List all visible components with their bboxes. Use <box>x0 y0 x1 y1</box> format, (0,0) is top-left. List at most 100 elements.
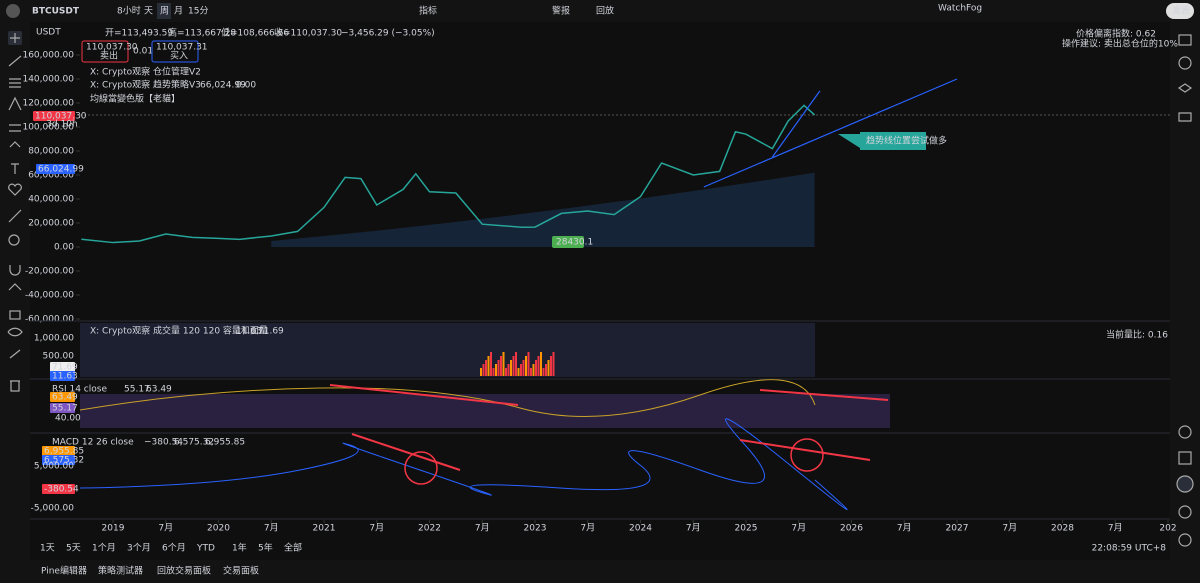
price-line <box>81 104 816 244</box>
volume-bar-decor <box>540 352 542 376</box>
macd-line-decor <box>79 418 848 511</box>
alert-button[interactable]: 警报 <box>552 5 570 17</box>
volume-badge-bg <box>50 362 75 372</box>
volume-bar-decor <box>497 360 500 376</box>
sell-label: 卖出 <box>100 50 118 62</box>
volume-bar-decor <box>527 352 530 376</box>
range-button[interactable]: YTD <box>196 544 215 554</box>
volume-bar-decor <box>525 356 527 376</box>
time-tick-label: 7月 <box>1108 523 1123 534</box>
time-tick-label: 7月 <box>686 523 701 534</box>
range-button[interactable]: 1天 <box>40 544 55 554</box>
panel-tab[interactable]: Pine编辑器 <box>41 565 87 577</box>
range-button[interactable]: 全部 <box>284 542 302 554</box>
sell-price: 110,037.30 <box>86 43 138 53</box>
volume-bar-decor <box>547 360 550 376</box>
time-tick-label: 2028 <box>1051 524 1074 534</box>
volume-bar-decor <box>487 356 490 376</box>
last-price-badge-bg <box>33 111 75 121</box>
legend-value: 0.00 <box>236 81 256 91</box>
legend-value: 66,024.99 <box>200 81 246 91</box>
macd-badge-bg <box>42 455 75 465</box>
price-tick-label: 100,000.00 <box>22 123 74 133</box>
panel-tab[interactable]: 策略测试器 <box>98 565 143 577</box>
volume-bar-decor <box>522 360 525 376</box>
range-button[interactable]: 1年 <box>232 542 247 554</box>
interval[interactable]: 天 <box>144 7 153 17</box>
rsi-badge: 55.17 <box>52 404 78 414</box>
rsi-v2: 63.49 <box>146 385 172 395</box>
arrow <box>351 433 871 471</box>
symbol[interactable]: BTCUSDT <box>32 7 80 17</box>
interval-selected <box>157 3 171 19</box>
range-button[interactable]: 1个月 <box>92 543 116 554</box>
price-tick-label: 60,000.00 <box>28 171 74 181</box>
range-button[interactable]: 5年 <box>258 542 273 554</box>
time-tick-label: 7月 <box>1002 523 1017 534</box>
volume-bar-decor <box>537 356 540 376</box>
user-name[interactable]: WatchFog <box>938 4 982 14</box>
price-tick-label: -20,000.00 <box>25 267 74 277</box>
quote-low: 低=108,666.66 <box>221 27 289 39</box>
quote-close: 收=110,037.30 <box>274 27 342 39</box>
trendline <box>703 78 958 188</box>
volume-bar-decor <box>492 368 495 376</box>
macd-v2: 6,575.32 <box>174 438 214 448</box>
low-label: 28430.1 <box>556 238 593 248</box>
volume-bar-decor <box>535 360 537 376</box>
time-tick-label: 2027 <box>946 524 969 534</box>
indicator-legend: X: Crypto观察 仓位管理V2 <box>90 66 201 78</box>
range-button[interactable]: 5天 <box>66 544 81 554</box>
spread: 0.01 <box>133 47 153 57</box>
price-tick-label: 80,000.00 <box>28 147 74 157</box>
price-tick-label: 160,000.00 <box>22 51 74 61</box>
currency: USDT <box>36 28 61 38</box>
time-tick-label: 7月 <box>158 523 173 534</box>
sidebar-icons <box>1176 34 1194 547</box>
time-tick-label: 2026 <box>840 524 863 534</box>
ma-badge-bg <box>36 164 75 174</box>
arrow <box>329 384 889 406</box>
time-tick-label: 2019 <box>102 524 125 534</box>
range-button[interactable]: 6个月 <box>162 543 186 554</box>
volume-badge-bg <box>50 371 75 381</box>
panel-tab[interactable]: 回放交易面板 <box>157 565 211 577</box>
volume-bar-decor <box>495 364 497 376</box>
interval[interactable]: 月 <box>174 6 183 17</box>
volume-tick: 500.00 <box>43 352 75 362</box>
volume-tick: 1,000.00 <box>34 334 74 344</box>
time-tick-label: 7月 <box>580 523 595 534</box>
volume-bar-decor <box>552 352 555 376</box>
range-button[interactable]: 3个月 <box>127 543 151 554</box>
panel-tab[interactable]: 交易面板 <box>223 565 259 577</box>
volume-bar-decor <box>530 368 532 376</box>
volume-bar-decor <box>490 352 492 376</box>
price-tick-label: -40,000.00 <box>25 291 74 301</box>
last-price-badge: 110,037.30 <box>35 112 87 122</box>
avatar[interactable] <box>6 4 20 18</box>
publish-button[interactable]: 发表 <box>1172 5 1190 17</box>
macd-v1: −380.54 <box>144 438 183 448</box>
time-tick-label: 2025 <box>735 524 758 534</box>
interval[interactable]: 15分 <box>188 6 208 17</box>
rsi-badge: 63.49 <box>52 393 78 403</box>
highlight-circle <box>790 438 824 472</box>
sell-box <box>81 40 129 63</box>
interval[interactable]: 8小时 <box>117 5 141 17</box>
volume-ratio: 当前量比: 0.16 <box>1106 329 1168 341</box>
volume-bar-decor <box>480 368 482 376</box>
volume-bar-decor <box>507 364 510 376</box>
interval[interactable]: 周 <box>160 6 169 17</box>
macd-v3: 6,955.85 <box>205 438 245 448</box>
replay-button[interactable]: 回放 <box>596 5 614 17</box>
rsi-badge-bg <box>50 403 75 413</box>
low-label-bg <box>552 236 584 248</box>
price-tick-label: 140,000.00 <box>22 75 74 85</box>
time-tick-label: 7月 <box>475 523 490 534</box>
buy-price: 110,037.31 <box>156 43 208 53</box>
publish-bg <box>1166 3 1194 19</box>
macd-badge-bg <box>42 446 75 456</box>
indicators-button[interactable]: 指标 <box>419 5 437 17</box>
